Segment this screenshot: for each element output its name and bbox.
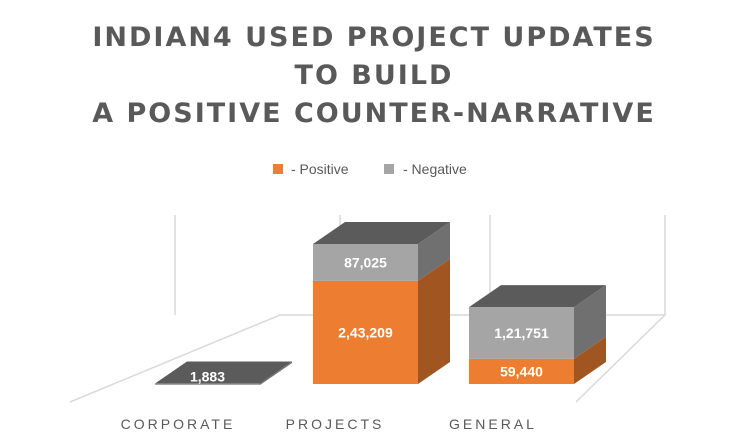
category-label-general: GENERAL (449, 416, 537, 432)
data-label-negative-corporate: 1,883 (190, 369, 225, 385)
data-label-positive-general: 59,440 (500, 363, 543, 379)
category-axis-labels: CORPORATE PROJECTS GENERAL (121, 416, 537, 432)
legend-label-positive: - Positive (291, 161, 349, 177)
bar-segment-negative-general (469, 285, 606, 359)
bar-side (574, 336, 606, 384)
data-label-negative-general: 1,21,751 (494, 325, 549, 341)
bar-side (418, 258, 450, 384)
category-label-projects: PROJECTS (286, 416, 385, 432)
bar-segment-positive-projects (313, 258, 450, 384)
category-label-corporate: CORPORATE (121, 416, 236, 432)
bar-side (418, 222, 450, 281)
bar-side (574, 285, 606, 359)
legend: - Positive - Negative (273, 161, 467, 177)
bar-top (313, 222, 450, 244)
bar-segment-positive-general (469, 336, 606, 384)
chart-title-line-2: TO BUILD (294, 60, 454, 91)
bar-front (469, 358, 574, 384)
chart-title-line-1: INDIAN4 USED PROJECT UPDATES (92, 22, 656, 53)
chart-bars (155, 222, 606, 385)
legend-swatch-positive (273, 164, 283, 174)
bar-segment-negative-corporate (155, 361, 292, 385)
bar-front (155, 383, 260, 385)
legend-label-negative: - Negative (403, 161, 467, 177)
bar-front (469, 307, 574, 359)
chart-data-labels: 1,883 2,43,209 87,025 59,440 1,21,751 (190, 254, 549, 384)
bar-segment-negative-projects (313, 222, 450, 281)
bar-top (469, 285, 606, 308)
legend-swatch-negative (384, 164, 394, 174)
bar-front (313, 244, 418, 281)
bar-front (313, 280, 418, 384)
data-label-positive-projects: 2,43,209 (338, 324, 393, 340)
bar-top (155, 361, 292, 384)
bar-side (260, 361, 292, 385)
chart-title-line-3: A POSITIVE COUNTER-NARRATIVE (92, 98, 656, 129)
data-label-negative-projects: 87,025 (344, 254, 387, 270)
